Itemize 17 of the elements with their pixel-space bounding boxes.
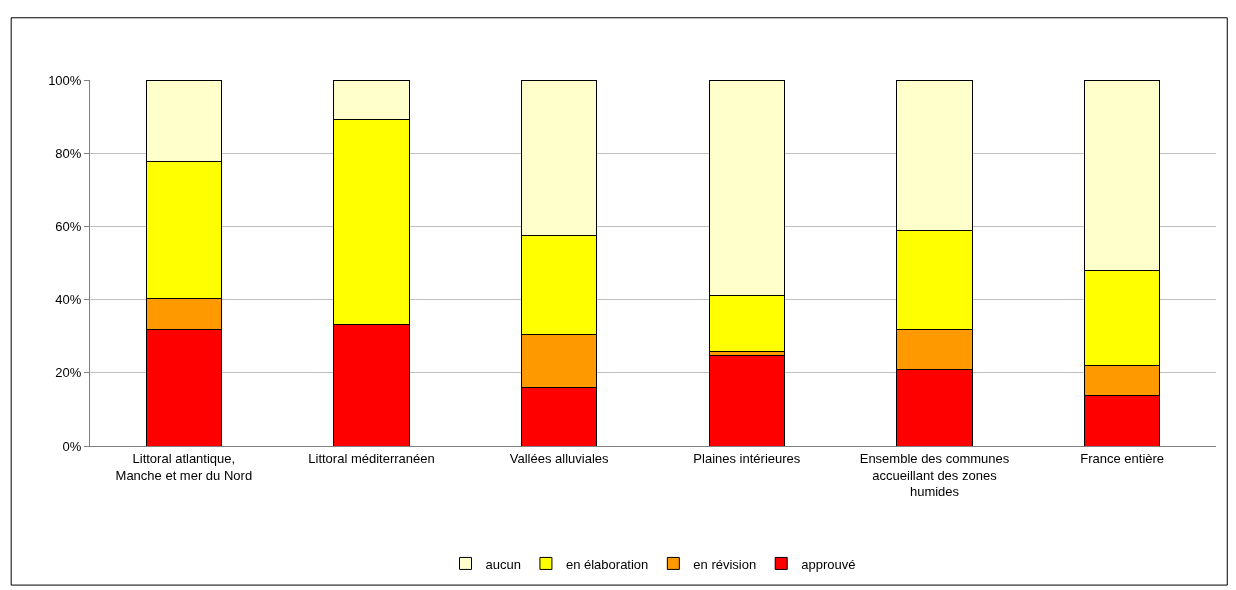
- y-tick-label: 0%: [62, 438, 82, 454]
- x-tick-label: Littoral atlantique, Manche et mer du Nord: [115, 450, 253, 483]
- bar: [708, 355, 785, 446]
- y-tick-label: 60%: [55, 218, 82, 234]
- x-tick-label: Vallées alluviales: [509, 450, 610, 466]
- y-tick-label: 40%: [55, 292, 82, 308]
- y-tick-label: 100%: [48, 72, 82, 88]
- legend-label: en élaboration: [565, 556, 649, 572]
- y-tick-label: 80%: [55, 145, 82, 161]
- x-tick-label: Ensemble des communes accueillant des zones humides: [859, 450, 1010, 500]
- legend-label: en révision: [693, 556, 757, 572]
- x-tick-label: Plaines intérieures: [693, 450, 801, 466]
- y-tick-label: 20%: [55, 365, 82, 381]
- legend-label: aucun: [485, 556, 521, 572]
- x-tick-label: Littoral méditerranéen: [308, 450, 435, 466]
- legend-label: approuvé: [801, 556, 856, 572]
- x-tick-label: France entière: [1080, 450, 1165, 466]
